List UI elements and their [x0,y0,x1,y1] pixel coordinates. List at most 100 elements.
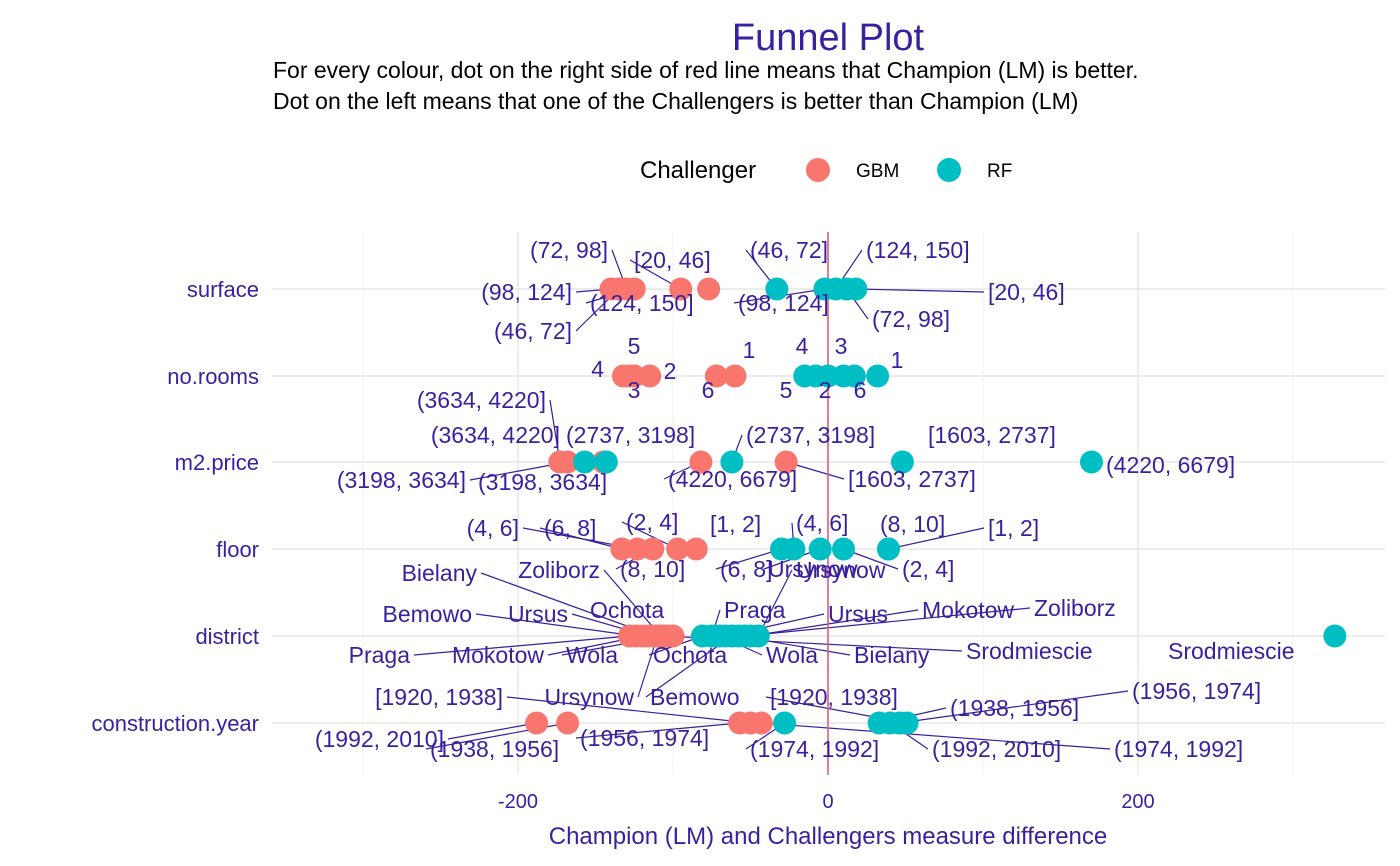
point-label: (3198, 3634] [478,469,607,495]
y-tick-label: district [195,624,259,649]
label-connector [744,607,1031,637]
x-axis-title: Champion (LM) and Challengers measure di… [549,823,1108,850]
point-label: (98, 124] [481,279,572,305]
point-label: Bielany [402,560,478,586]
legend-swatch-gbm [806,158,830,182]
point-gbm [704,364,728,388]
point-gbm [689,450,713,474]
point-label: (8, 10] [880,511,945,537]
point-rf [773,711,797,735]
point-rf [844,277,868,301]
chart-subtitle-line-2: Dot on the left means that one of the Ch… [273,88,1078,114]
data-point-labels: (98, 124] (46, 72] (72, 98] (124, 150] [20, … [315,237,1295,762]
point-gbm [723,364,747,388]
point-label: 2 [819,377,832,403]
point-label: (46, 72] [494,318,572,344]
point-label: [1920, 1938] [770,684,898,710]
point-label: [1920, 1938] [375,684,503,710]
point-label: Bemowo [650,684,739,710]
point-label: Wola [566,642,618,668]
point-label: (4, 6] [467,515,519,541]
point-label: 6 [854,377,867,403]
point-rf [1323,624,1347,648]
point-label: (2737, 3198] [566,422,695,448]
point-rf [765,277,789,301]
y-tick-label: construction.year [91,711,259,736]
point-label: (1992, 2010] [315,726,444,752]
label-connector [761,722,1111,750]
y-axis-tick-labels: surface no.rooms m2.price floor district cons… [91,277,259,736]
point-label: (1992, 2010] [932,736,1061,762]
point-label: (8, 10] [620,556,685,582]
point-label: Ursynow [796,557,886,583]
point-rf [876,537,900,561]
point-label: (72, 98] [530,237,608,263]
label-connector [855,288,985,293]
point-label: (1956, 1974] [580,725,709,751]
point-gbm [666,537,690,561]
point-label: 6 [702,377,715,403]
point-label: (124, 150] [590,290,694,316]
point-label: 4 [591,356,604,382]
point-rf [573,450,597,474]
y-tick-label: surface [187,277,259,302]
point-gbm [697,277,721,301]
point-rf [895,711,919,735]
point-label: Bielany [854,642,930,668]
point-label: Praga [724,597,786,623]
point-label: (124, 150] [866,237,970,263]
point-label: (98, 124] [738,290,829,316]
point-label: (4220, 6679] [1106,452,1235,478]
point-gbm [622,364,646,388]
point-label: Ochota [590,597,664,623]
point-rf [746,624,770,648]
point-label: (2737, 3198] [746,422,875,448]
chart-title: Funnel Plot [732,17,925,59]
point-gbm [556,711,580,735]
point-label: 5 [780,377,793,403]
legend-title: Challenger [640,157,756,184]
point-label: (1956, 1974] [1132,678,1261,704]
point-gbm [749,711,773,735]
point-label: Praga [349,642,411,668]
point-rf [1080,450,1103,474]
point-label: 1 [891,347,904,373]
label-connector [888,527,985,550]
point-label: Srodmiescie [966,638,1093,664]
point-label: Ochota [653,642,727,668]
chart-subtitle-line-1: For every colour, dot on the right side … [273,57,1139,83]
legend-swatch-rf [937,158,961,182]
point-label: 3 [835,333,848,359]
label-connector [475,613,636,637]
point-label: (3634, 4220] [417,387,546,413]
point-gbm [622,277,646,301]
point-label: 2 [664,358,677,384]
point-label: Bemowo [383,601,472,627]
label-connector [750,609,919,637]
point-label: (2, 4] [902,556,954,582]
point-label: Ursynow [545,684,635,710]
x-tick-label: -200 [498,791,538,813]
point-rf [594,450,618,474]
point-label: Mokotow [922,597,1014,623]
point-label: (1974, 1992] [750,736,879,762]
point-gbm [525,711,549,735]
point-label: (3634, 4220] [431,422,560,448]
point-gbm [641,537,665,561]
x-tick-label: 200 [1121,791,1154,813]
point-label: (4, 6] [796,510,848,536]
label-connector [899,690,1129,724]
legend: Challenger GBM RF [640,157,1012,184]
y-tick-label: m2.price [175,450,259,475]
point-rf [782,537,806,561]
label-connector [506,696,751,724]
point-label: [20, 46] [988,279,1065,305]
point-label: (3198, 3634] [337,467,466,493]
x-tick-label: 0 [822,791,833,813]
point-label: [1603, 2737] [928,422,1056,448]
point-label: (1938, 1956] [430,736,559,762]
point-rf [832,537,855,561]
point-label: Zoliborz [1034,595,1116,621]
point-gbm [774,450,798,474]
